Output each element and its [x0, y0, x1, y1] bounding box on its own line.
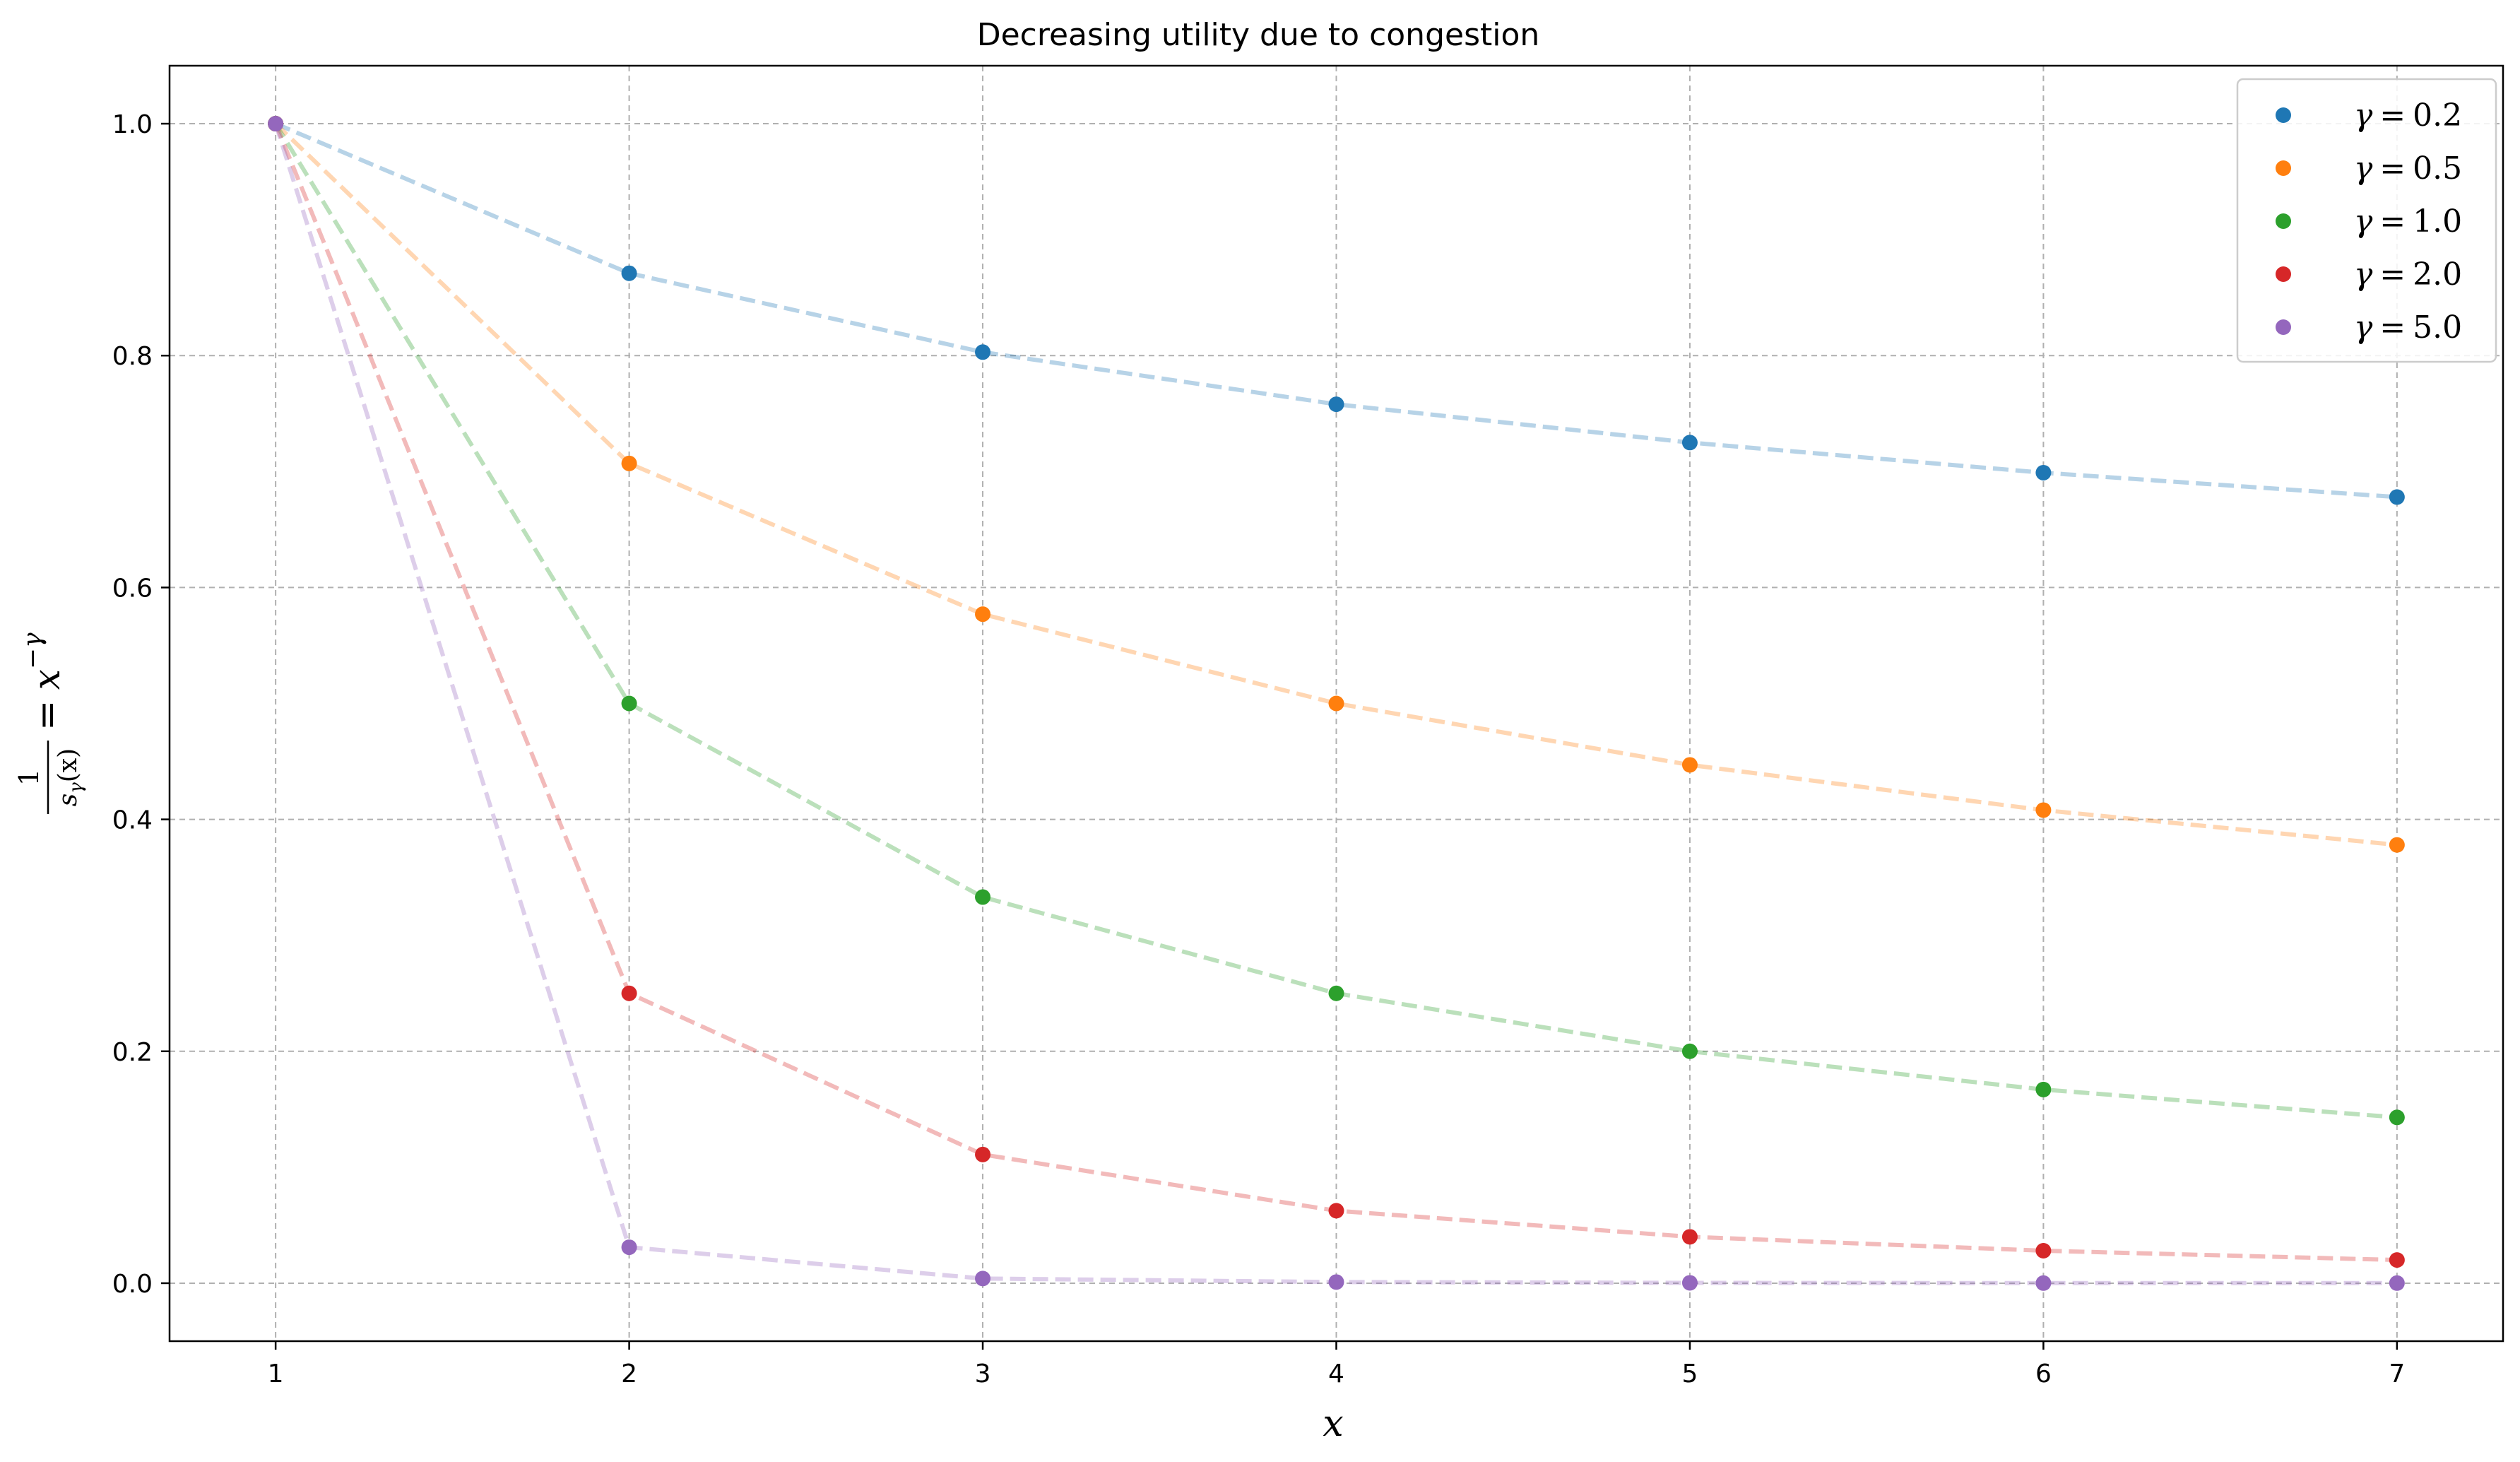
y-label-equation: = x−γ [18, 632, 69, 731]
series-point-5.0-x2 [621, 1239, 637, 1256]
legend-marker-5.0 [2276, 319, 2291, 335]
series-point-0.5-x2 [621, 455, 637, 471]
legend-label-0.5: γ = 0.5 [2354, 151, 2462, 187]
series-point-0.5-x7 [2389, 837, 2405, 853]
legend-value: 2.0 [2413, 257, 2462, 293]
x-axis: 1 2 3 4 5 6 7 [268, 1341, 2405, 1389]
y-label-den-s: s [54, 794, 83, 806]
series-point-1.0-x4 [1328, 985, 1344, 1001]
legend-label-1.0: γ = 1.0 [2354, 204, 2462, 240]
series-point-0.5-x5 [1681, 757, 1698, 773]
legend-value: 0.2 [2413, 98, 2462, 134]
x-tick-label-3: 3 [975, 1360, 991, 1389]
series-point-0.5-x6 [2035, 802, 2052, 818]
x-axis-label: x [1323, 1403, 1343, 1445]
y-label-eq: = [26, 700, 69, 731]
y-label-base: x [26, 669, 69, 690]
legend-eq: = [2379, 151, 2406, 187]
series-point-0.5-x4 [1328, 695, 1344, 712]
series-point-2.0-x2 [621, 985, 637, 1001]
y-label-exp: −γ [18, 632, 47, 669]
series-point-0.2-x4 [1328, 396, 1344, 413]
y-tick-label-0.0: 0.0 [112, 1270, 153, 1299]
legend-box [2236, 78, 2497, 363]
series-point-5.0-x3 [975, 1271, 991, 1287]
legend-value: 0.5 [2413, 151, 2462, 187]
legend-symbol: γ [2354, 310, 2373, 346]
legend-value: 5.0 [2413, 310, 2462, 346]
legend-marker-0.2 [2276, 107, 2291, 123]
legend-eq: = [2379, 257, 2406, 293]
series-point-1.0-x5 [1681, 1043, 1698, 1059]
series-point-1.0-x3 [975, 889, 991, 905]
y-label-numerator: 1 [13, 769, 45, 786]
y-label-den-arg: (x) [54, 748, 83, 782]
y-label-denominator: sγ(x) [54, 748, 87, 806]
legend-symbol: γ [2354, 257, 2373, 293]
series-point-2.0-x6 [2035, 1243, 2052, 1259]
series-point-0.2-x7 [2389, 489, 2405, 505]
y-label-den-sub: γ [66, 782, 87, 794]
series-point-0.2-x3 [975, 344, 991, 360]
legend-eq: = [2379, 204, 2406, 240]
series-point-0.2-x6 [2035, 464, 2052, 481]
legend-label-2.0: γ = 2.0 [2354, 257, 2462, 293]
series-points [268, 116, 2405, 1291]
legend-label-0.2: γ = 0.2 [2354, 98, 2462, 134]
legend-eq: = [2379, 98, 2406, 134]
series-point-2.0-x7 [2389, 1252, 2405, 1268]
x-tick-label-1: 1 [268, 1360, 284, 1389]
y-tick-label-0.8: 0.8 [112, 342, 153, 371]
y-axis: 0.0 0.2 0.4 0.6 0.8 1.0 [112, 110, 170, 1299]
x-tick-label-4: 4 [1328, 1360, 1344, 1389]
legend-symbol: γ [2354, 204, 2373, 240]
x-tick-label-2: 2 [621, 1360, 637, 1389]
chart-title: Decreasing utility due to congestion [977, 17, 1540, 53]
legend-label-5.0: γ = 5.0 [2354, 310, 2462, 346]
series-point-5.0-x5 [1681, 1275, 1698, 1291]
legend: γ = 0.2γ = 0.5γ = 1.0γ = 2.0γ = 5.0 [2236, 78, 2497, 363]
series-point-2.0-x3 [975, 1146, 991, 1162]
series-point-5.0-x1 [268, 116, 284, 132]
series-point-0.5-x3 [975, 606, 991, 623]
x-tick-label-6: 6 [2035, 1360, 2052, 1389]
y-tick-label-0.4: 0.4 [112, 806, 153, 835]
series-point-1.0-x7 [2389, 1109, 2405, 1126]
series-point-5.0-x6 [2035, 1275, 2052, 1291]
legend-marker-2.0 [2276, 266, 2291, 282]
legend-value: 1.0 [2413, 204, 2462, 240]
y-tick-label-0.2: 0.2 [112, 1038, 153, 1067]
x-tick-label-5: 5 [1682, 1360, 1698, 1389]
legend-eq: = [2379, 310, 2406, 346]
legend-marker-1.0 [2276, 213, 2291, 229]
legend-symbol: γ [2354, 151, 2373, 187]
series-point-2.0-x5 [1681, 1229, 1698, 1245]
series-point-1.0-x6 [2035, 1081, 2052, 1097]
series-point-0.2-x5 [1681, 435, 1698, 451]
series-point-2.0-x4 [1328, 1203, 1344, 1219]
series-point-5.0-x4 [1328, 1274, 1344, 1290]
legend-marker-0.5 [2276, 160, 2291, 176]
y-tick-label-0.6: 0.6 [112, 574, 153, 603]
legend-symbol: γ [2354, 98, 2373, 134]
x-tick-label-7: 7 [2389, 1360, 2405, 1389]
y-axis-label: 1 sγ(x) = x−γ [13, 632, 87, 814]
series-point-5.0-x7 [2389, 1275, 2405, 1291]
series-point-1.0-x2 [621, 695, 637, 712]
y-tick-label-1.0: 1.0 [112, 110, 153, 139]
series-point-0.2-x2 [621, 265, 637, 281]
